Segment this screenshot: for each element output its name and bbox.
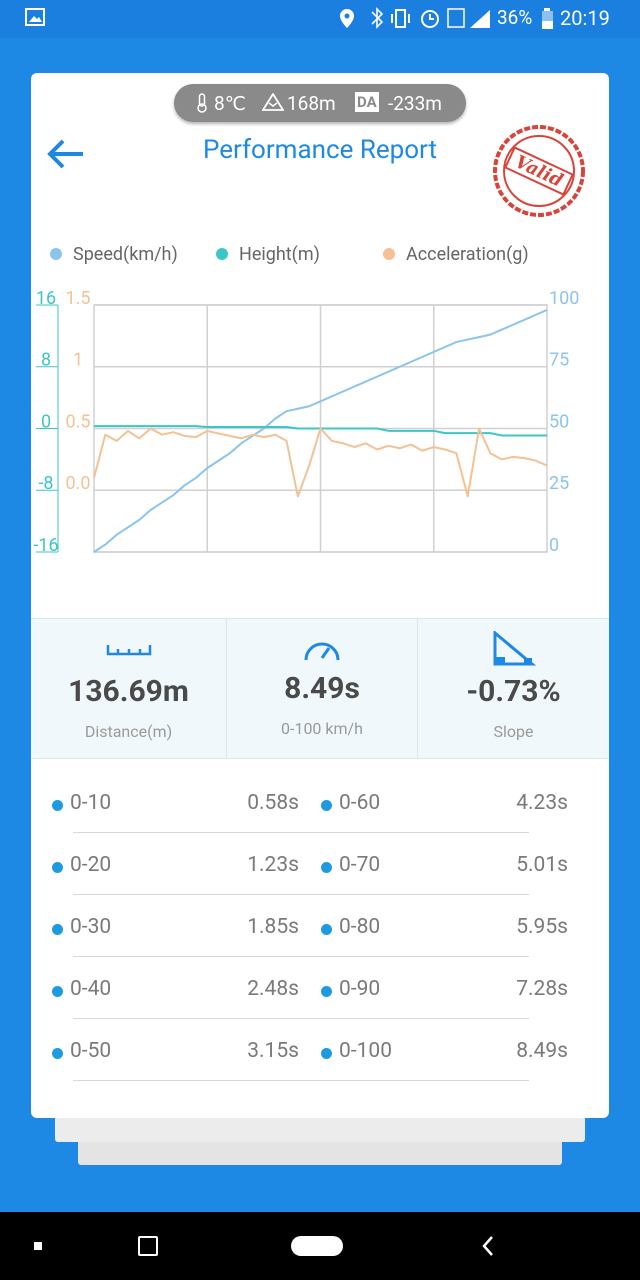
nav-bar xyxy=(0,1212,640,1280)
data-line xyxy=(93,427,548,498)
da-badge: DA xyxy=(355,92,379,112)
recents-button[interactable] xyxy=(138,1236,158,1256)
stat-value: 8.49s xyxy=(284,671,360,706)
status-bar: 36% 20:19 xyxy=(0,0,640,38)
speedometer-icon xyxy=(304,642,340,661)
y-tick-label: 0.0 xyxy=(66,473,91,494)
altitude: 168m xyxy=(287,92,336,115)
split-dot xyxy=(52,800,63,811)
split-dot xyxy=(52,862,63,873)
split-dot xyxy=(321,862,332,873)
gallery-icon xyxy=(25,8,45,26)
split-time: 8.49s xyxy=(516,1039,568,1063)
split-range: 0-70 xyxy=(339,853,381,877)
stat-cell: 136.69m Distance(m) xyxy=(31,619,227,758)
stat-value: -0.73% xyxy=(466,674,561,709)
split-range: 0-30 xyxy=(70,915,112,939)
split-range: 0-80 xyxy=(339,915,381,939)
split-range: 0-50 xyxy=(70,1039,112,1063)
battery-percent: 36% xyxy=(497,6,533,29)
split-range: 0-100 xyxy=(339,1039,393,1063)
split-separator xyxy=(73,1018,529,1019)
split-time: 4.23s xyxy=(516,791,568,815)
split-time: 1.23s xyxy=(247,853,299,877)
legend-label: Acceleration(g) xyxy=(406,244,529,265)
split-range: 0-20 xyxy=(70,853,112,877)
y-tick-label: 0.5 xyxy=(66,411,91,432)
legend-label: Height(m) xyxy=(239,244,320,265)
stat-label: 0-100 km/h xyxy=(281,719,363,738)
temperature: 8℃ xyxy=(214,92,247,115)
status-icons xyxy=(340,7,490,29)
y-tick-label: 16 xyxy=(36,288,56,309)
y-tick-label: -8 xyxy=(38,473,53,494)
split-separator xyxy=(73,894,529,895)
split-time: 5.95s xyxy=(516,915,568,939)
split-range: 0-40 xyxy=(70,977,112,1001)
split-range: 0-10 xyxy=(70,791,112,815)
split-separator xyxy=(73,832,529,833)
thermometer-icon xyxy=(197,93,207,113)
split-dot xyxy=(321,986,332,997)
valid-stamp: Valid xyxy=(493,125,585,217)
y-tick-label: 0 xyxy=(549,535,559,556)
split-time: 1.85s xyxy=(247,915,299,939)
legend-label: Speed(km/h) xyxy=(73,244,178,265)
split-time: 0.58s xyxy=(247,791,299,815)
split-time: 2.48s xyxy=(247,977,299,1001)
report-card: 8℃ 168m DA -233m Performance Report Vali… xyxy=(31,73,609,1118)
split-time: 7.28s xyxy=(516,977,568,1001)
nav-dot[interactable] xyxy=(34,1242,42,1250)
legend-swatch xyxy=(216,248,228,260)
split-range: 0-60 xyxy=(339,791,381,815)
clock: 20:19 xyxy=(560,6,610,30)
split-dot xyxy=(321,800,332,811)
stat-value: 136.69m xyxy=(68,674,189,709)
page-title: Performance Report xyxy=(202,135,438,165)
split-separator xyxy=(73,1080,529,1081)
split-time: 5.01s xyxy=(516,853,568,877)
stat-label: Distance(m) xyxy=(84,722,173,741)
legend-swatch xyxy=(50,248,62,260)
legend-swatch xyxy=(383,248,395,260)
data-line xyxy=(93,309,548,553)
slope-icon xyxy=(493,631,536,666)
split-dot xyxy=(321,924,332,935)
density-altitude: -233m xyxy=(388,92,442,115)
stats-panel: 136.69m Distance(m) 8.49s 0-100 km/h -0.… xyxy=(31,618,609,759)
home-button[interactable] xyxy=(291,1236,343,1256)
y-tick-label: 1.5 xyxy=(66,288,91,309)
split-separator xyxy=(73,956,529,957)
split-dot xyxy=(321,1048,332,1059)
y-tick-label: 50 xyxy=(549,411,569,432)
stat-cell: 8.49s 0-100 km/h xyxy=(227,619,418,758)
y-tick-label: -16 xyxy=(33,535,58,556)
y-tick-label: 100 xyxy=(549,288,579,309)
back-nav-button[interactable] xyxy=(480,1234,496,1258)
y-tick-label: 0 xyxy=(41,411,51,432)
altitude-icon xyxy=(262,93,284,111)
stat-cell: -0.73% Slope xyxy=(418,619,609,758)
stat-label: Slope xyxy=(493,722,534,741)
conditions-chip: 8℃ 168m DA -233m xyxy=(174,84,466,122)
y-tick-label: 25 xyxy=(549,473,569,494)
battery-icon xyxy=(542,8,553,29)
split-dot xyxy=(52,924,63,935)
distance-icon xyxy=(106,645,152,656)
y-tick-label: 8 xyxy=(41,350,51,371)
y-tick-label: 1 xyxy=(73,350,83,371)
split-time: 3.15s xyxy=(247,1039,299,1063)
back-button[interactable] xyxy=(45,137,87,171)
split-range: 0-90 xyxy=(339,977,381,1001)
split-dot xyxy=(52,986,63,997)
y-tick-label: 75 xyxy=(549,350,569,371)
splits-list: 0-10 0.58s 0-60 4.23s 0-20 1.23s 0-70 5.01s 0-30… xyxy=(31,73,609,1118)
split-dot xyxy=(52,1048,63,1059)
chart: Speed(km/h) Height(m) Acceleration(g) -16 -8… xyxy=(33,244,579,556)
